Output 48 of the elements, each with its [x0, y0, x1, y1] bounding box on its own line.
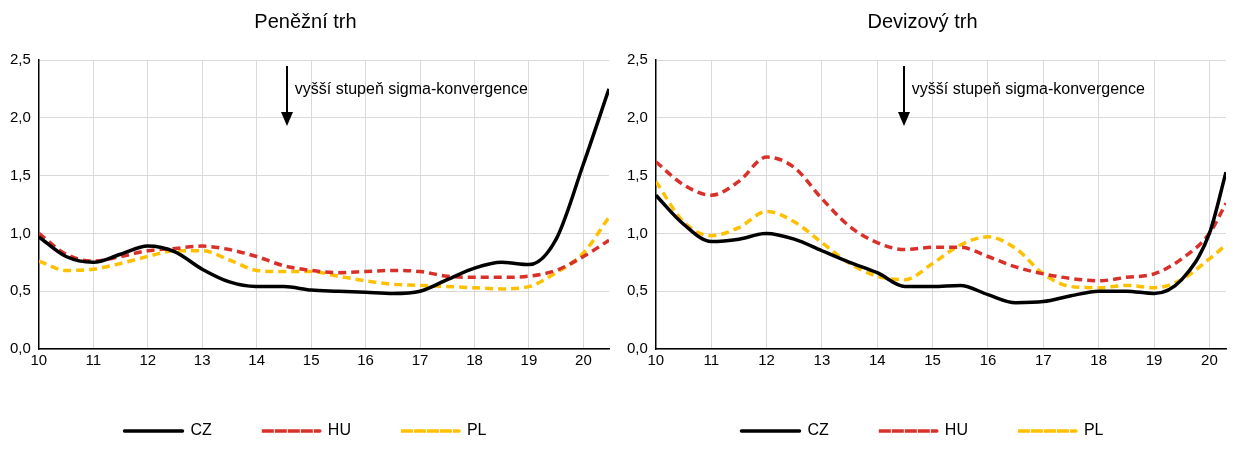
- x-tick-label: 20: [575, 351, 592, 369]
- x-tick-label: 16: [979, 351, 997, 369]
- legend-label: HU: [944, 421, 968, 439]
- legend-label: PL: [1083, 421, 1104, 439]
- x-tick-label: 11: [85, 351, 102, 369]
- x-tick-label: 12: [139, 351, 157, 369]
- chart-title: Peněžní trh: [254, 9, 357, 32]
- annotation: vyšší stupeň sigma-konvergence: [294, 80, 528, 98]
- x-tick-label: 11: [703, 351, 719, 369]
- line-series: [38, 231, 609, 280]
- line-series: [655, 155, 1226, 283]
- x-tick-label: 15: [302, 351, 320, 369]
- y-tick-label: 0,0: [9, 339, 31, 357]
- x-tick-label: 14: [868, 351, 886, 369]
- legend-label: CZ: [807, 421, 830, 439]
- y-tick-label: 0,0: [626, 339, 648, 357]
- y-tick-label: 2,0: [9, 107, 31, 125]
- x-tick-label: 20: [1201, 351, 1218, 369]
- x-tick-label: 13: [193, 351, 211, 369]
- x-tick-label: 18: [466, 351, 483, 369]
- y-tick-label: 2,5: [9, 50, 31, 68]
- y-tick-label: 2,0: [626, 107, 648, 125]
- x-tick-label: 19: [520, 351, 538, 369]
- x-tick-label: 15: [924, 351, 941, 369]
- x-tick-label: 17: [411, 351, 429, 369]
- chart-title: Devizový trh: [867, 9, 978, 32]
- x-tick-label: 18: [1090, 351, 1108, 369]
- y-tick-label: 1,0: [9, 223, 31, 241]
- x-tick-label: 17: [1034, 351, 1052, 369]
- y-tick-label: 1,0: [626, 223, 648, 241]
- annotation: vyšší stupeň sigma-konvergence: [911, 80, 1145, 98]
- y-tick-label: 0,5: [626, 281, 648, 299]
- legend-label: CZ: [190, 421, 213, 439]
- y-tick-label: 0,5: [9, 281, 31, 299]
- x-tick-label: 10: [647, 351, 665, 369]
- y-tick-label: 1,5: [626, 165, 648, 183]
- x-tick-label: 19: [1145, 351, 1163, 369]
- x-tick-label: 13: [813, 351, 831, 369]
- x-tick-label: 10: [30, 351, 48, 369]
- legend-label: HU: [327, 421, 351, 439]
- x-tick-label: 14: [248, 351, 266, 369]
- line-series: [38, 215, 609, 291]
- y-tick-label: 1,5: [9, 165, 31, 183]
- x-tick-label: 16: [357, 351, 374, 369]
- x-tick-label: 12: [758, 351, 775, 369]
- line-series: [655, 179, 1226, 290]
- y-tick-label: 2,5: [626, 50, 648, 68]
- legend-label: PL: [466, 421, 487, 439]
